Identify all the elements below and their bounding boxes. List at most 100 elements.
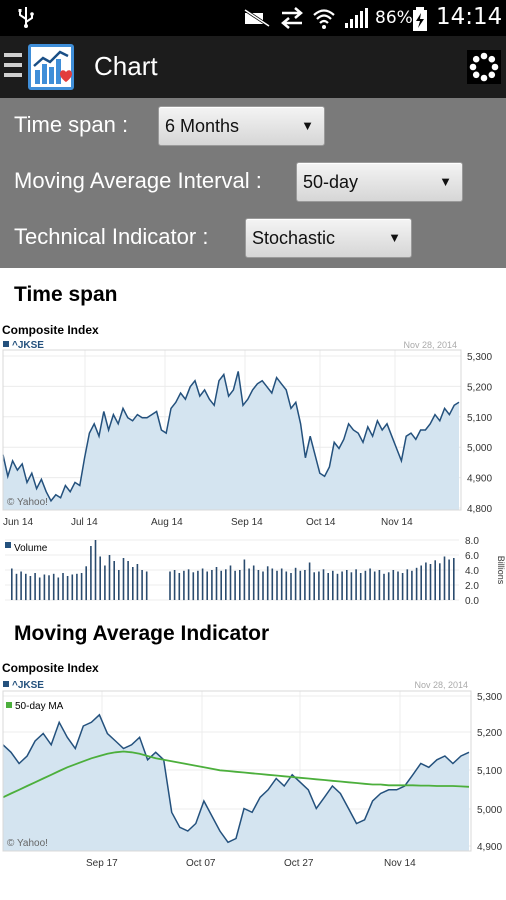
y-tick-label: 4.0	[465, 566, 479, 577]
volume-bar	[373, 571, 376, 600]
ma-interval-value: 50-day	[303, 172, 359, 192]
volume-bar	[369, 568, 371, 600]
y-tick-label: 5,000	[467, 443, 492, 454]
volume-bar	[285, 571, 288, 600]
volume-bar	[453, 558, 455, 600]
ma-legend-label: 50-day MA	[15, 701, 64, 712]
volume-bar	[429, 564, 432, 600]
volume-bar	[322, 569, 325, 600]
x-tick-label: Oct 27	[284, 858, 314, 869]
volume-bar	[401, 573, 404, 600]
x-tick-label: Oct 07	[186, 858, 216, 869]
volume-bar	[439, 563, 441, 601]
volume-bar	[122, 558, 125, 600]
series-label: ^JKSE	[12, 340, 44, 351]
volume-bar	[34, 573, 36, 600]
y-tick-label: 5,200	[477, 728, 502, 739]
volume-bar	[127, 561, 129, 600]
dropdown-arrow-icon: ▼	[439, 174, 452, 189]
usb-icon	[18, 7, 34, 28]
clock: 14:14	[436, 4, 503, 30]
x-tick-label: Jul 14	[71, 517, 98, 528]
volume-bar	[85, 566, 87, 601]
volume-bar	[327, 573, 329, 600]
volume-bar	[197, 570, 199, 601]
ma-interval-dropdown[interactable]: 50-day ▼	[296, 162, 463, 202]
volume-bar	[346, 570, 348, 600]
series-legend-swatch	[3, 681, 9, 687]
ma-legend-swatch	[6, 702, 12, 708]
x-tick-label: Sep 17	[86, 858, 118, 869]
volume-bar	[71, 574, 74, 600]
volume-bar	[11, 568, 13, 600]
wifi-icon	[313, 9, 335, 29]
volume-bar	[308, 562, 311, 600]
volume-bar	[239, 570, 241, 600]
volume-legend-swatch	[5, 542, 11, 548]
y-tick-label: 5,300	[477, 692, 502, 703]
volume-bar	[383, 573, 385, 601]
volume-bar	[336, 573, 339, 601]
volume-bar	[178, 573, 181, 600]
volume-bar	[318, 571, 320, 600]
technical-indicator-label: Technical Indicator :	[14, 224, 209, 249]
action-bar: Chart	[0, 36, 506, 98]
ma-interval-label: Moving Average Interval :	[14, 168, 262, 193]
volume-bar	[252, 565, 255, 600]
x-tick-label: Sep 14	[231, 517, 263, 528]
x-tick-label: Oct 14	[306, 517, 336, 528]
price-x-axis: Jun 14 Jul 14 Aug 14 Sep 14 Oct 14 Nov 14	[3, 517, 413, 528]
volume-bar	[104, 565, 106, 600]
ma-y-axis: 5,300 5,200 5,100 5,000 4,900	[477, 692, 502, 853]
y-tick-label: 5,300	[467, 352, 492, 363]
volume-bar	[118, 570, 120, 600]
volume-bar	[271, 568, 274, 600]
volume-bar	[169, 571, 171, 600]
volume-bar	[141, 570, 143, 600]
volume-bar	[38, 577, 41, 600]
signal-icon	[345, 8, 368, 28]
volume-bar	[57, 577, 60, 600]
volume-bar	[392, 570, 395, 600]
volume-bar	[434, 560, 436, 601]
volume-bar	[173, 570, 176, 600]
ma-x-axis: Sep 17 Oct 07 Oct 27 Nov 14	[86, 858, 416, 869]
volume-bar	[257, 570, 260, 600]
yahoo-watermark: © Yahoo!	[7, 497, 48, 508]
volume-bar	[387, 572, 390, 601]
y-tick-label: 0.0	[465, 596, 479, 607]
volume-bar	[420, 565, 422, 600]
x-tick-label: Aug 14	[151, 517, 183, 528]
price-area	[3, 371, 459, 510]
volume-bar	[364, 570, 367, 601]
volume-bar	[192, 572, 195, 601]
volume-bar	[411, 570, 413, 601]
data-transfer-icon	[281, 7, 303, 29]
volume-bar	[99, 556, 101, 600]
app-logo-icon[interactable]	[28, 44, 74, 90]
series-legend-swatch	[3, 341, 9, 347]
time-span-dropdown[interactable]: 6 Months ▼	[158, 106, 325, 146]
chart-date: Nov 28, 2014	[414, 680, 468, 690]
volume-bar	[248, 568, 250, 600]
volume-bar	[341, 571, 343, 600]
technical-indicator-dropdown[interactable]: Stochastic ▼	[245, 218, 412, 258]
y-tick-label: 5,100	[477, 766, 502, 777]
loading-spinner-icon[interactable]	[467, 50, 501, 84]
yahoo-watermark: © Yahoo!	[7, 838, 48, 849]
dropdown-arrow-icon: ▼	[388, 230, 401, 245]
volume-bar	[15, 573, 18, 601]
volume-bar	[406, 569, 409, 600]
ma-section-title: Moving Average Indicator	[14, 622, 270, 645]
y-tick-label: 5,100	[467, 413, 492, 424]
volume-bar	[276, 570, 278, 601]
ma-price-line	[2, 713, 470, 844]
volume-bar	[108, 555, 111, 600]
menu-icon[interactable]	[4, 53, 22, 81]
volume-bar	[443, 556, 446, 600]
battery-percent: 86%	[375, 8, 413, 28]
volume-label: Volume	[14, 543, 48, 554]
volume-bar	[415, 567, 418, 601]
volume-bar	[355, 569, 357, 600]
plot-frame	[2, 349, 462, 511]
